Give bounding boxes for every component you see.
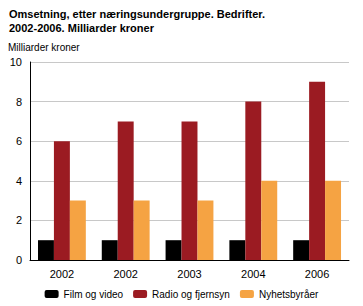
svg-text:2006: 2006	[305, 268, 329, 280]
svg-text:Milliarder kroner: Milliarder kroner	[8, 42, 80, 53]
svg-text:8: 8	[16, 96, 22, 108]
svg-text:2004: 2004	[241, 268, 265, 280]
svg-text:2002: 2002	[50, 268, 74, 280]
svg-text:0: 0	[16, 254, 22, 266]
svg-text:2002: 2002	[113, 268, 137, 280]
svg-text:Omsetning, etter næringsunderg: Omsetning, etter næringsundergruppe. Bed…	[9, 8, 265, 20]
svg-text:Film og video: Film og video	[64, 289, 124, 300]
svg-text:6: 6	[16, 135, 22, 147]
svg-text:4: 4	[16, 175, 22, 187]
svg-text:2003: 2003	[177, 268, 201, 280]
svg-text:10: 10	[10, 56, 22, 68]
svg-text:Radio og fjernsyn: Radio og fjernsyn	[152, 289, 230, 300]
svg-text:2: 2	[16, 214, 22, 226]
svg-text:2002-2006. Milliarder kroner: 2002-2006. Milliarder kroner	[9, 22, 155, 34]
svg-text:Nyhetsbyråer: Nyhetsbyråer	[259, 289, 319, 300]
